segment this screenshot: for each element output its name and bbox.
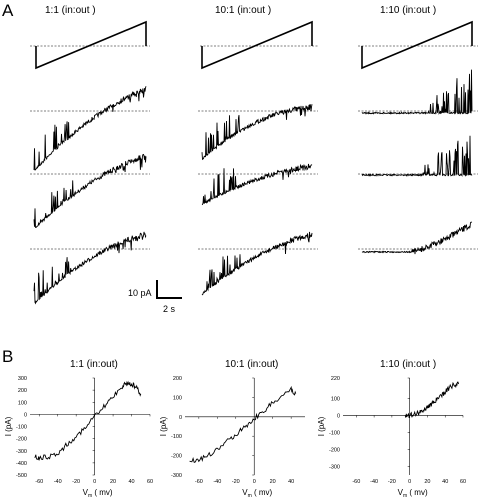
column-title-2: 10:1 (in:out ) <box>215 5 271 16</box>
x-tick-label: 60 <box>460 479 466 485</box>
y-tick-label: 200 <box>18 388 27 394</box>
trace-1-10-b <box>361 135 473 177</box>
y-tick-label: 100 <box>331 396 340 402</box>
y-tick-label: -400 <box>16 461 27 467</box>
y-tick-label: -200 <box>171 454 182 460</box>
x-tick-label: 0 <box>253 479 256 485</box>
scale-bar: 10 pA 2 s <box>128 280 182 314</box>
x-tick-label: 0 <box>93 479 96 485</box>
y-tick-label: -500 <box>16 473 27 479</box>
y-tick-label: -200 <box>16 437 27 443</box>
ramp-protocols <box>30 20 478 70</box>
y-tick-label: 200 <box>173 376 182 382</box>
y-tick-label: 0 <box>24 412 27 418</box>
x-tick-label: -60 <box>352 479 360 485</box>
x-tick-label: -40 <box>213 479 221 485</box>
iv-chart-title: 10:1 (in:out) <box>225 359 278 370</box>
y-tick-label: 0 <box>179 415 182 421</box>
y-tick-label: -300 <box>329 464 340 470</box>
trace-10-1-b <box>201 163 313 206</box>
iv-chart-title: 1:1 (in:out) <box>70 359 118 370</box>
y-tick-label: -300 <box>16 449 27 455</box>
y-tick-label: -100 <box>16 425 27 431</box>
y-tick-label: -100 <box>329 430 340 436</box>
trace-1-1-c <box>33 231 147 305</box>
y-axis-label: I (pA) <box>317 416 326 436</box>
y-tick-label: -300 <box>171 473 182 479</box>
iv-chart-1: 1:1 (in:out)3002001000-100-200-300-400-5… <box>4 359 153 499</box>
trace-1-10-c <box>361 221 473 255</box>
y-tick-label: 0 <box>337 413 340 419</box>
x-tick-label: 20 <box>270 479 276 485</box>
x-tick-label: -20 <box>72 479 80 485</box>
scale-bar-current-label: 10 pA <box>128 288 152 298</box>
x-axis-label: Vm ( mv) <box>242 488 272 499</box>
x-tick-label: 0 <box>408 479 411 485</box>
x-tick-label: -20 <box>388 479 396 485</box>
current-traces <box>33 69 473 305</box>
x-tick-label: -20 <box>232 479 240 485</box>
x-tick-label: -60 <box>195 479 203 485</box>
y-axis-label: I (pA) <box>4 416 13 436</box>
x-tick-label: 40 <box>288 479 294 485</box>
x-tick-label: -60 <box>35 479 43 485</box>
x-tick-label: 40 <box>128 479 134 485</box>
x-tick-label: 60 <box>147 479 153 485</box>
trace-1-1-a <box>33 86 147 171</box>
panel-b-letter: B <box>2 347 13 366</box>
column-title-3: 1:10 (in:out ) <box>380 5 436 16</box>
iv-curve <box>404 381 460 419</box>
y-tick-label: -200 <box>329 447 340 453</box>
scale-bar-time-label: 2 s <box>163 304 176 314</box>
column-title-1: 1:1 (in:out ) <box>45 5 96 16</box>
iv-curve <box>189 385 297 464</box>
x-tick-label: 40 <box>442 479 448 485</box>
panel-a-letter: A <box>2 1 14 20</box>
trace-1-1-b <box>33 153 147 228</box>
trace-1-10-a <box>361 69 473 115</box>
trace-10-1-c <box>201 231 313 296</box>
x-tick-label: 20 <box>110 479 116 485</box>
y-axis-label: I (pA) <box>159 416 168 436</box>
x-tick-label: 20 <box>424 479 430 485</box>
trace-baselines <box>30 110 478 250</box>
y-tick-label: 300 <box>18 376 27 382</box>
y-tick-label: 100 <box>173 395 182 401</box>
x-tick-label: -40 <box>370 479 378 485</box>
iv-charts: 1:1 (in:out)3002001000-100-200-300-400-5… <box>4 359 466 499</box>
x-axis-label: Vm ( mv) <box>398 488 428 499</box>
y-tick-label: 220 <box>331 376 340 382</box>
trace-10-1-a <box>201 104 313 161</box>
iv-curve <box>34 380 142 462</box>
x-tick-label: -40 <box>54 479 62 485</box>
x-axis-label: Vm ( mv) <box>83 488 113 499</box>
y-tick-label: -100 <box>171 434 182 440</box>
iv-chart-title: 1:10 (in:out ) <box>380 359 436 370</box>
y-tick-label: 100 <box>18 400 27 406</box>
